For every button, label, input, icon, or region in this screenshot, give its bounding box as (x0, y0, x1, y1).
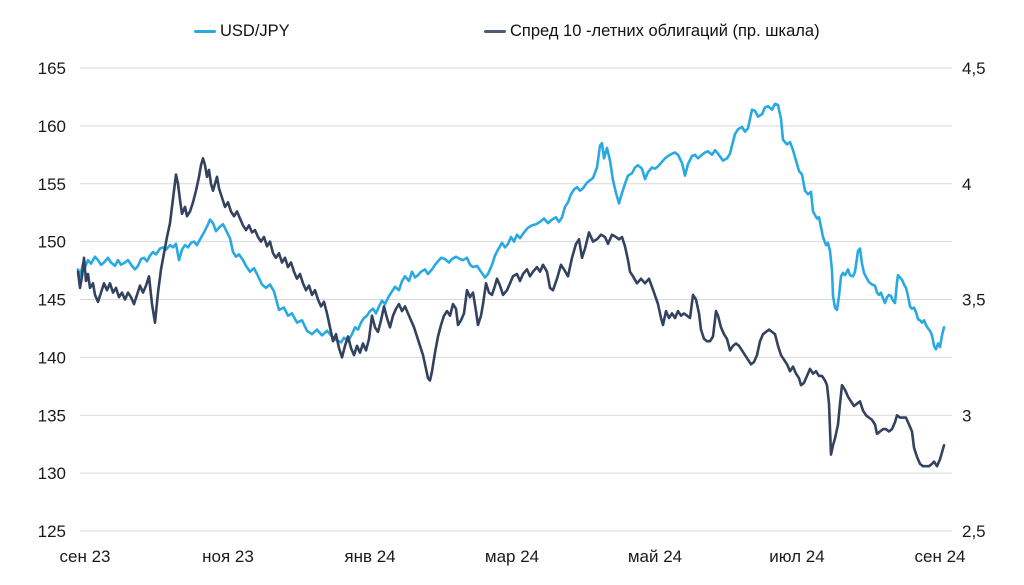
spread-series-line (76, 157, 946, 468)
usdjpy-series-line (76, 102, 946, 351)
x-axis-tick-label: янв 24 (344, 547, 395, 566)
right-axis-tick-label: 3,5 (962, 291, 986, 310)
left-axis-tick-label: 155 (38, 175, 66, 194)
right-axis-tick-label: 4 (962, 175, 971, 194)
x-axis-tick-label: мар 24 (485, 547, 539, 566)
x-axis-tick-label: июл 24 (769, 547, 824, 566)
right-axis-tick-label: 4,5 (962, 59, 986, 78)
right-axis-tick-label: 2,5 (962, 522, 986, 541)
left-axis-tick-label: 135 (38, 406, 66, 425)
x-axis-tick-label: ноя 23 (202, 547, 254, 566)
x-axis-tick-label: сен 23 (60, 547, 111, 566)
left-axis-tick-label: 150 (38, 233, 66, 252)
x-axis-tick-label: май 24 (628, 547, 682, 566)
spread-line-swatch-icon (484, 29, 506, 33)
x-axis-tick-label: сен 24 (915, 547, 966, 566)
legend-item-spread: Спред 10 -летних облигаций (пр. шкала) (484, 22, 820, 40)
left-axis-tick-label: 165 (38, 59, 66, 78)
legend-label-spread: Спред 10 -летних облигаций (пр. шкала) (510, 22, 820, 40)
legend-label-usdjpy: USD/JPY (220, 22, 290, 40)
usdjpy-line-swatch-icon (194, 29, 216, 33)
left-axis-tick-label: 145 (38, 291, 66, 310)
left-axis-tick-label: 130 (38, 464, 66, 483)
left-axis-tick-label: 140 (38, 348, 66, 367)
right-axis-tick-label: 3 (962, 406, 971, 425)
legend-item-usdjpy: USD/JPY (194, 22, 290, 40)
left-axis-tick-label: 125 (38, 522, 66, 541)
left-axis-tick-label: 160 (38, 117, 66, 136)
